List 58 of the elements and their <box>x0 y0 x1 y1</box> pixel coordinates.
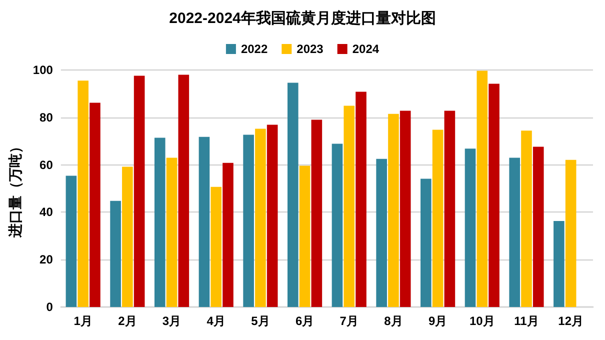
bar <box>344 106 355 307</box>
x-tick-label: 4月 <box>206 314 226 328</box>
bar <box>243 134 254 307</box>
legend-label: 2023 <box>296 42 324 56</box>
bar <box>266 124 278 307</box>
bar <box>311 120 322 307</box>
bar <box>166 158 178 307</box>
x-tick-label: 8月 <box>384 314 403 328</box>
bar <box>356 92 366 307</box>
x-tick-label: 3月 <box>162 314 182 328</box>
bar <box>565 160 576 307</box>
x-tick-label: 2月 <box>118 314 137 328</box>
bar <box>90 102 100 307</box>
bar <box>134 76 145 307</box>
y-tick-label: 20 <box>40 252 54 267</box>
bar <box>521 130 532 307</box>
bar <box>210 186 222 307</box>
bar <box>554 220 564 307</box>
x-tick-label: 7月 <box>340 314 358 328</box>
bar <box>198 136 210 307</box>
bar <box>78 80 88 307</box>
bar <box>178 74 190 307</box>
bar <box>532 146 544 307</box>
y-tick-label: 0 <box>46 300 54 314</box>
bar <box>122 166 133 307</box>
x-tick-label: 12月 <box>558 314 584 328</box>
x-tick-label: 11月 <box>514 314 539 328</box>
bar <box>110 200 121 307</box>
bar <box>332 144 343 307</box>
bar <box>444 110 456 307</box>
x-tick-label: 1月 <box>74 314 92 328</box>
bar <box>376 158 387 307</box>
y-tick-label: 100 <box>32 63 54 77</box>
x-tick-label: 9月 <box>428 314 448 328</box>
bar <box>222 162 234 307</box>
x-tick-label: 6月 <box>295 314 314 328</box>
y-axis-title: 进口量（万吨） <box>7 140 23 238</box>
bar <box>288 82 298 307</box>
chart-title: 2022-2024年我国硫黄月度进口量对比图 <box>169 9 436 27</box>
bar <box>432 130 444 307</box>
bar <box>154 138 166 307</box>
x-tick-label: 10月 <box>469 314 495 328</box>
legend-label: 2024 <box>352 42 380 56</box>
bar <box>509 158 520 307</box>
bar <box>488 84 500 307</box>
y-tick-label: 60 <box>40 158 54 172</box>
y-tick-label: 80 <box>40 110 54 124</box>
bar <box>420 178 432 307</box>
bar <box>400 110 411 307</box>
bar <box>255 128 266 307</box>
x-tick-label: 5月 <box>251 314 270 328</box>
bar <box>66 176 77 307</box>
bar <box>388 114 399 307</box>
legend-label: 2022 <box>240 42 268 56</box>
bar <box>464 148 476 307</box>
bar <box>299 166 310 307</box>
y-tick-label: 40 <box>40 205 54 220</box>
bar <box>476 70 488 307</box>
